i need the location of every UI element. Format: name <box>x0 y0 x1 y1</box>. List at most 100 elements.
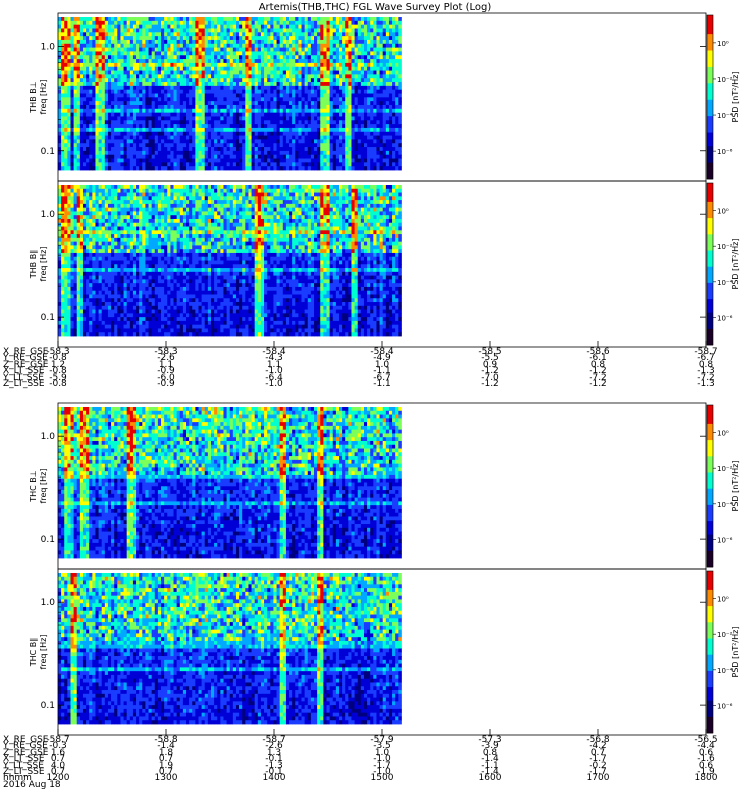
spectrogram-cell <box>186 109 190 113</box>
spectrogram-cell <box>239 90 243 94</box>
spectrogram-cell <box>64 94 68 98</box>
spectrogram-cell <box>120 128 124 132</box>
spectrogram-cell <box>211 90 215 94</box>
spectrogram-cell <box>233 116 237 120</box>
spectrogram-cell <box>252 97 256 101</box>
spectrogram-cell <box>345 21 349 25</box>
spectrogram-cell <box>61 261 65 265</box>
spectrogram-cell <box>205 28 209 32</box>
spectrogram-cell <box>280 86 284 90</box>
spectrogram-cell <box>370 166 374 170</box>
spectrogram-cell <box>267 40 271 44</box>
spectrogram-cell <box>111 36 115 40</box>
spectrogram-cell <box>245 67 249 71</box>
colorbar-step <box>707 70 713 73</box>
spectrogram-cell <box>70 25 74 29</box>
spectrogram-cell <box>286 86 290 90</box>
spectrogram-cell <box>67 136 71 140</box>
spectrogram-cell <box>149 36 153 40</box>
spectrogram-cell <box>67 36 71 40</box>
spectrogram-cell <box>348 143 352 147</box>
spectrogram-cell <box>77 17 81 21</box>
spectrogram-cell <box>361 151 365 155</box>
spectrogram-cell <box>317 25 321 29</box>
spectrogram-cell <box>298 36 302 40</box>
spectrogram-cell <box>136 74 140 78</box>
spectrogram-cell <box>77 276 81 280</box>
spectrogram-cell <box>242 74 246 78</box>
spectrogram-cell <box>230 159 234 163</box>
spectrogram-cell <box>133 90 137 94</box>
spectrogram-cell <box>255 40 259 44</box>
spectrogram-cell <box>139 159 143 163</box>
spectrogram-cell <box>142 17 146 21</box>
spectrogram-cell <box>227 147 231 151</box>
spectrogram-cell <box>61 155 65 159</box>
spectrogram-cell <box>139 48 143 52</box>
spectrogram-cell <box>227 101 231 105</box>
spectrogram-cell <box>149 105 153 109</box>
spectrogram-cell <box>111 59 115 63</box>
spectrogram-cell <box>164 82 168 86</box>
spectrogram-cell <box>389 86 393 90</box>
spectrogram-cell <box>127 136 131 140</box>
spectrogram-cell <box>330 155 334 159</box>
spectrogram-cell <box>114 116 118 120</box>
spectrogram-cell <box>170 128 174 132</box>
spectrogram-cell <box>86 313 90 317</box>
spectrogram-cell <box>127 51 131 55</box>
spectrogram-cell <box>258 86 262 90</box>
spectrogram-cell <box>92 313 96 317</box>
spectrogram-cell <box>80 253 84 257</box>
spectrogram-cell <box>295 51 299 55</box>
spectrogram-cell <box>192 82 196 86</box>
spectrogram-cell <box>380 86 384 90</box>
spectrogram-cell <box>355 21 359 25</box>
spectrogram-cell <box>136 71 140 75</box>
spectrogram-cell <box>114 28 118 32</box>
spectrogram-cell <box>283 59 287 63</box>
spectrogram-cell <box>267 162 271 166</box>
spectrogram-cell <box>317 94 321 98</box>
spectrogram-cell <box>348 55 352 59</box>
spectrogram-cell <box>70 120 74 124</box>
spectrogram-cell <box>158 136 162 140</box>
spectrogram-cell <box>314 63 318 67</box>
spectrogram-cell <box>245 90 249 94</box>
spectrogram-cell <box>61 109 65 113</box>
spectrogram-cell <box>298 147 302 151</box>
spectrogram-cell <box>152 97 156 101</box>
spectrogram-cell <box>242 113 246 117</box>
spectrogram-cell <box>277 17 281 21</box>
spectrogram-cell <box>245 40 249 44</box>
spectrogram-cell <box>367 120 371 124</box>
spectrogram-cell <box>320 155 324 159</box>
spectrogram-cell <box>380 151 384 155</box>
spectrogram-cell <box>333 120 337 124</box>
spectrogram-cell <box>342 28 346 32</box>
spectrogram-cell <box>220 105 224 109</box>
spectrogram-cell <box>320 48 324 52</box>
spectrogram-cell <box>348 113 352 117</box>
spectrogram-cell <box>152 151 156 155</box>
spectrogram-cell <box>130 147 134 151</box>
spectrogram-cell <box>202 74 206 78</box>
spectrogram-cell <box>273 143 277 147</box>
spectrogram-cell <box>239 113 243 117</box>
spectrogram-cell <box>102 166 106 170</box>
spectrogram-cell <box>170 51 174 55</box>
spectrogram-cell <box>205 105 209 109</box>
spectrogram-cell <box>180 136 184 140</box>
spectrogram-cell <box>395 28 399 32</box>
spectrogram-cell <box>236 128 240 132</box>
spectrogram-cell <box>83 230 87 234</box>
spectrogram-cell <box>233 48 237 52</box>
spectrogram-cell <box>386 101 390 105</box>
spectrogram-cell <box>273 36 277 40</box>
spectrogram-cell <box>295 162 299 166</box>
spectrogram-cell <box>158 113 162 117</box>
spectrogram-cell <box>89 17 93 21</box>
spectrogram-cell <box>261 48 265 52</box>
spectrogram-cell <box>127 105 131 109</box>
